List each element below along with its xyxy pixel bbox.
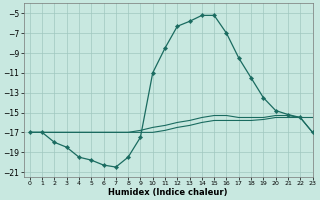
X-axis label: Humidex (Indice chaleur): Humidex (Indice chaleur) <box>108 188 228 197</box>
